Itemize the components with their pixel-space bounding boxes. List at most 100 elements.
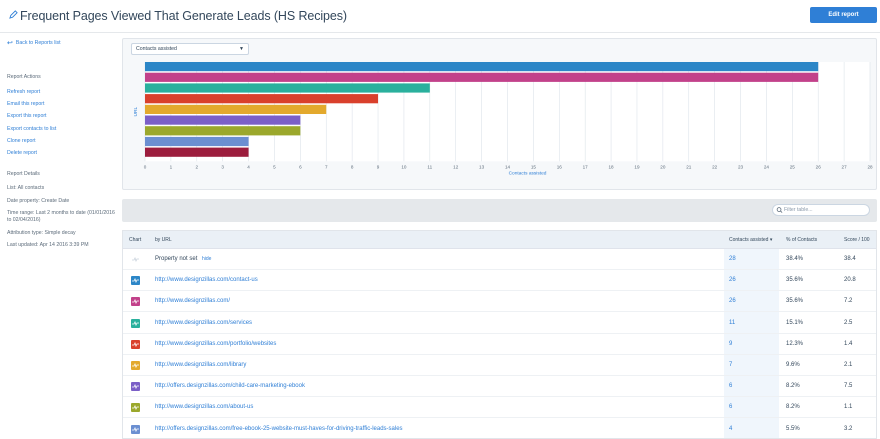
row-url-link[interactable]: http://offers.designzillas.com/child-car… (155, 383, 305, 390)
bar-chart: 0 1 2 3 4 5 6 7 8 9 10 11 12 13 14 15 16 17 18 19 20 21 22 23 24… (133, 62, 873, 176)
series-toggle-icon[interactable] (131, 297, 140, 307)
series-toggle-icon[interactable] (131, 403, 140, 413)
back-arrow-icon: ↩ (7, 39, 13, 47)
series-toggle-icon[interactable] (131, 382, 140, 392)
detail-time-range: Time range: Last 2 months to date (01/01… (7, 210, 115, 223)
col-url[interactable]: by URL (155, 237, 172, 243)
x-tick-label: 11 (427, 164, 432, 169)
sidebar: ↩ Back to Reports list Report Actions Re… (0, 33, 115, 439)
row-url-link[interactable]: http://www.designzillas.com/library (155, 362, 247, 368)
pencil-icon[interactable] (9, 10, 18, 19)
export-contacts-link[interactable]: Export contacts to list (7, 126, 57, 132)
col-chart: Chart (129, 237, 142, 243)
sorted-column-highlight (724, 249, 779, 438)
sort-desc-icon: ▾ (769, 237, 773, 243)
table-row: Property not set hide 28 38.4% 38.4 (123, 249, 876, 270)
table-row: http://www.designzillas.com/services 11 15… (123, 313, 876, 334)
page-title: Frequent Pages Viewed That Generate Lead… (20, 9, 347, 23)
refresh-report-link[interactable]: Refresh report (7, 89, 41, 95)
table-header: Chart by URL Contacts assisted ▾ % of Co… (123, 231, 876, 249)
report-details-heading: Report Details (7, 171, 40, 177)
table-row: http://www.designzillas.com/about-us 6 8.2… (123, 397, 876, 419)
report-actions-heading: Report Actions (7, 74, 41, 80)
row-contacts-link[interactable]: 6 (729, 404, 733, 411)
row-url-link[interactable]: http://www.designzillas.com/contact-us (155, 277, 258, 284)
x-axis-label: Contacts assisted (509, 170, 547, 176)
filter-table-input[interactable]: Filter table... (772, 204, 870, 216)
email-report-link[interactable]: Email this report (7, 101, 45, 107)
row-percent: 15.1% (786, 319, 804, 326)
col-contacts-assisted[interactable]: Contacts assisted ▾ (729, 237, 772, 243)
row-contacts-link[interactable]: 26 (729, 298, 736, 305)
row-contacts-link[interactable]: 7 (729, 362, 733, 368)
results-table: Chart by URL Contacts assisted ▾ % of Co… (122, 230, 877, 439)
hide-row-link[interactable]: hide (202, 256, 212, 262)
row-contacts-link[interactable]: 11 (729, 319, 736, 326)
bar (145, 94, 379, 104)
row-contacts-link[interactable]: 26 (729, 277, 736, 284)
row-percent: 8.2% (786, 383, 800, 390)
x-tick-label: 1 (170, 164, 173, 169)
series-toggle-icon[interactable] (131, 255, 140, 264)
row-url-link[interactable]: http://www.designzillas.com/about-us (155, 404, 254, 411)
table-row: http://offers.designzillas.com/child-car… (123, 376, 876, 398)
row-score: 1.1 (844, 404, 853, 411)
x-tick-label: 12 (453, 164, 459, 169)
row-contacts-link[interactable]: 28 (729, 256, 736, 262)
row-score: 38.4 (844, 256, 856, 262)
row-percent: 35.6% (786, 298, 804, 305)
row-score: 7.2 (844, 298, 853, 305)
row-url-link[interactable]: http://www.designzillas.com/services (155, 319, 253, 326)
series-toggle-icon[interactable] (131, 276, 140, 286)
x-tick-label: 8 (351, 164, 354, 169)
bar (145, 115, 301, 125)
series-toggle-icon[interactable] (131, 318, 140, 328)
row-score: 20.8 (844, 277, 856, 284)
x-tick-label: 5 (273, 164, 276, 169)
bar (145, 83, 430, 93)
table-row: http://www.designzillas.com/portfolio/we… (123, 334, 876, 355)
clone-report-link[interactable]: Clone report (7, 138, 36, 144)
row-contacts-link[interactable]: 6 (729, 383, 733, 390)
x-tick-label: 2 (196, 164, 199, 169)
x-tick-label: 28 (867, 164, 873, 169)
row-percent: 38.4% (786, 256, 804, 262)
row-contacts-link[interactable]: 9 (729, 340, 733, 347)
bar (145, 104, 327, 114)
row-url-link[interactable]: http://www.designzillas.com/ (155, 298, 231, 305)
x-tick-label: 21 (686, 164, 692, 169)
chart-panel: Contacts assisted ▼ 0 1 2 3 4 5 6 7 8 9 10 11 12 13 14… (122, 38, 877, 190)
top-bar: Frequent Pages Viewed That Generate Lead… (0, 0, 880, 33)
x-tick-label: 25 (790, 164, 796, 169)
row-score: 1.4 (844, 340, 853, 347)
detail-last-updated: Last updated: Apr 14 2016 3:39 PM (7, 242, 89, 248)
metric-select[interactable]: Contacts assisted ▼ (131, 43, 249, 55)
edit-report-button[interactable]: Edit report (810, 7, 877, 23)
col-contacts-label: Contacts assisted (729, 237, 769, 243)
series-toggle-icon[interactable] (131, 424, 140, 434)
x-tick-label: 26 (816, 164, 822, 169)
row-percent: 8.2% (786, 404, 800, 411)
export-report-link[interactable]: Export this report (7, 113, 47, 119)
back-to-reports-link[interactable]: ↩ Back to Reports list (7, 39, 61, 47)
row-url-link[interactable]: http://offers.designzillas.com/free-eboo… (155, 425, 403, 432)
row-score: 2.1 (844, 362, 853, 368)
bar (145, 72, 819, 82)
row-url-label: Property not set (155, 256, 198, 262)
x-tick-label: 27 (842, 164, 848, 169)
delete-report-link[interactable]: Delete report (7, 150, 37, 156)
col-score[interactable]: Score / 100 (844, 237, 870, 243)
row-contacts-link[interactable]: 4 (729, 425, 733, 432)
x-tick-label: 20 (660, 164, 666, 169)
x-tick-label: 3 (221, 164, 224, 169)
x-tick-label: 24 (764, 164, 770, 169)
x-tick-label: 15 (531, 164, 537, 169)
row-url-link[interactable]: http://www.designzillas.com/portfolio/we… (155, 340, 277, 347)
detail-date-property: Date property: Create Date (7, 198, 70, 204)
col-percent[interactable]: % of Contacts (786, 237, 818, 243)
series-toggle-icon[interactable] (131, 339, 140, 349)
row-percent: 35.6% (786, 277, 804, 284)
x-tick-label: 13 (479, 164, 485, 169)
x-tick-label: 9 (377, 164, 380, 169)
series-toggle-icon[interactable] (131, 361, 140, 370)
